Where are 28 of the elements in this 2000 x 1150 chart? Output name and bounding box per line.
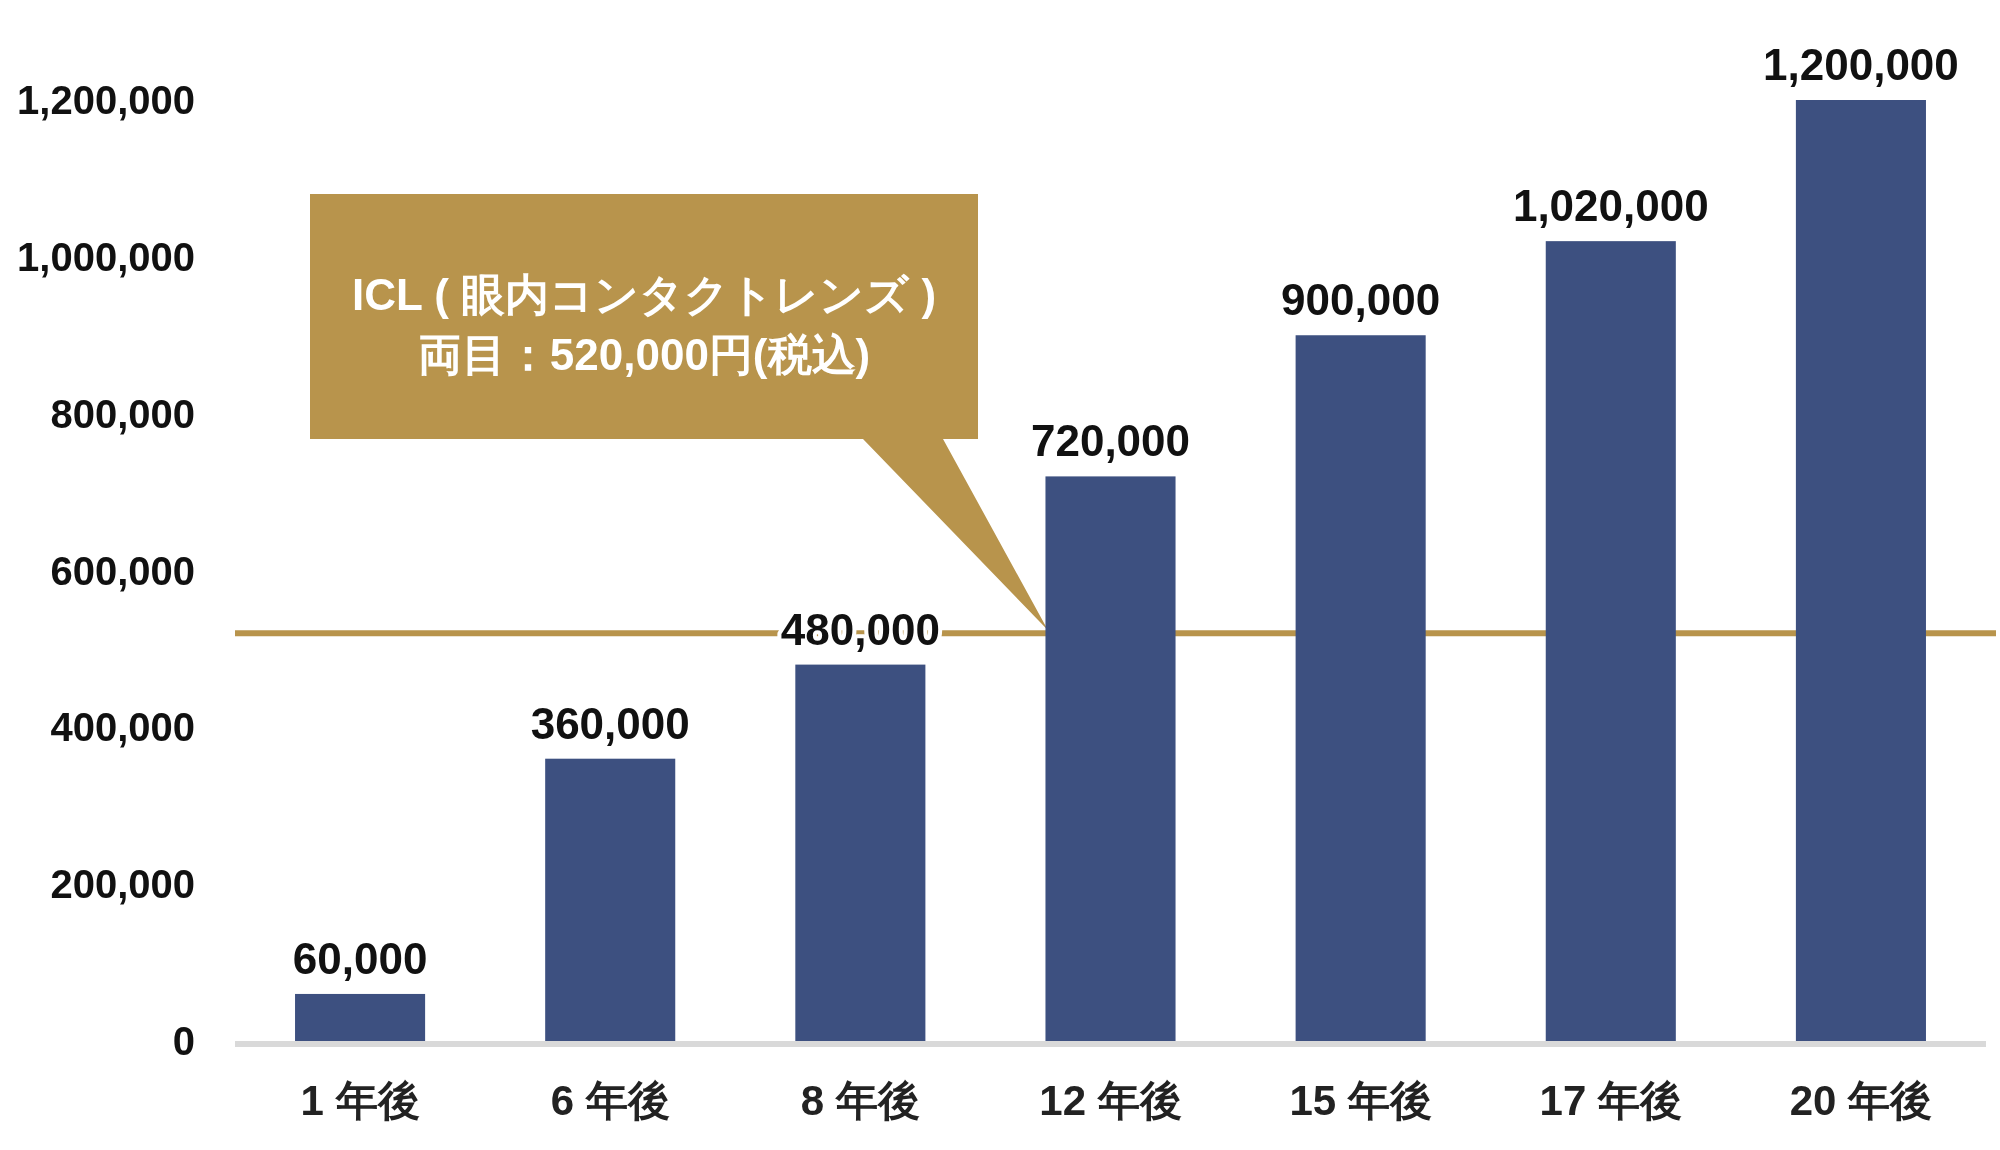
bar (1295, 335, 1426, 1041)
x-tick-label: 15 年後 (1289, 1077, 1432, 1124)
y-tick-label: 1,000,000 (17, 234, 195, 279)
bar (1545, 241, 1676, 1041)
y-tick-label: 0 (172, 1019, 195, 1063)
annotation: ICL ( 眼内コンタクトレンズ ) 両目：520,000円(税込) (351, 270, 937, 379)
bar (1795, 100, 1926, 1041)
bar (795, 664, 926, 1041)
bar (295, 993, 426, 1041)
x-tick-label: 8 年後 (800, 1077, 920, 1124)
x-tick-label: 6 年後 (550, 1077, 670, 1124)
data-label: 360,000 (530, 698, 690, 748)
data-label: 1,200,000 (1763, 40, 1959, 89)
y-tick-label: 600,000 (50, 548, 195, 593)
data-label: 720,000 (1030, 416, 1191, 466)
y-tick-label: 400,000 (50, 705, 195, 750)
x-tick-label: 20 年後 (1789, 1077, 1933, 1124)
x-tick-label: 12 年後 (1039, 1077, 1182, 1124)
data-label: 900,000 (1281, 275, 1441, 325)
x-tick-label: 17 年後 (1539, 1077, 1682, 1124)
bar (1045, 476, 1176, 1041)
y-tick-label: 1,200,000 (17, 78, 195, 122)
data-label: 1,020,000 (1512, 181, 1709, 231)
y-tick-label: 200,000 (50, 862, 195, 907)
data-label: 60,000 (292, 933, 428, 983)
x-tick-label: 1 年後 (300, 1077, 420, 1124)
bar (545, 758, 676, 1041)
y-tick-label: 800,000 (50, 391, 195, 436)
